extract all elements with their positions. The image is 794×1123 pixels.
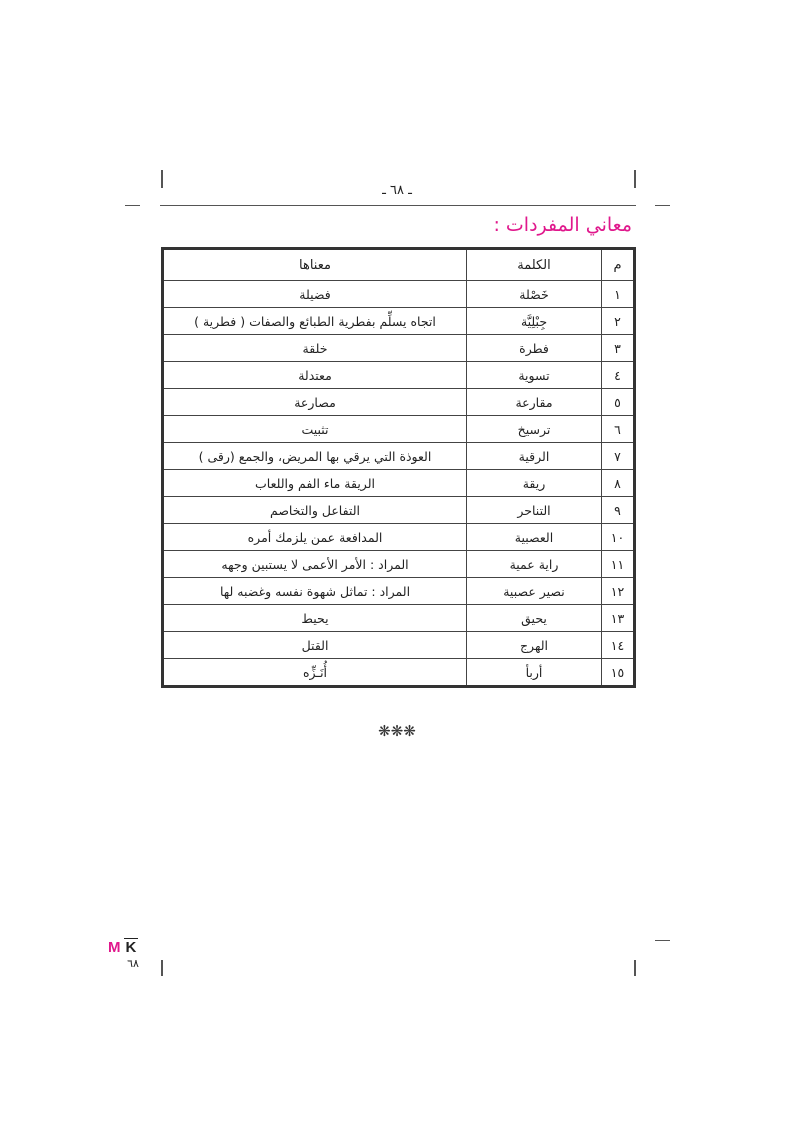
cell-num: ٨	[601, 469, 635, 497]
table-row: ١٥ أربأ أُنَـزِّه	[162, 658, 635, 687]
header-num: م	[601, 248, 635, 281]
header-meaning: معناها	[162, 248, 467, 281]
table-row: ٧ الرقية العوذة التي يرقي بها المريض، والج…	[162, 442, 635, 470]
cell-word: التناحر	[466, 496, 602, 524]
table-row: ١ خَصْلة فضيلة	[162, 280, 635, 308]
crop-mark-bottom-right-dash	[655, 940, 670, 941]
crop-mark-left-dash	[125, 205, 140, 206]
cell-num: ٢	[601, 307, 635, 335]
cell-word: العصبية	[466, 523, 602, 551]
cell-meaning: المدافعة عمن يلزمك أمره	[162, 523, 467, 551]
table-row: ١٢ نصير عصبية المراد : تماثل شهوة نفسه وغض…	[162, 577, 635, 605]
cell-word: جِبْلِيَّة	[466, 307, 602, 335]
table-row: ٦ ترسيخ تثبيت	[162, 415, 635, 443]
crop-mark-top-left	[161, 170, 163, 188]
crop-mark-top-right	[634, 170, 636, 188]
cell-word: مقارعة	[466, 388, 602, 416]
cell-word: تسوية	[466, 361, 602, 389]
cell-num: ١٠	[601, 523, 635, 551]
cell-num: ١٣	[601, 604, 635, 632]
cell-meaning: اتجاه يسلِّم بفطرية الطبائع والصفات ( فط…	[162, 307, 467, 335]
cell-meaning: فضيلة	[162, 280, 467, 308]
cell-word: نصير عصبية	[466, 577, 602, 605]
cell-word: أربأ	[466, 658, 602, 687]
header-rule	[160, 205, 636, 206]
table-row: ١٣ يحيق يحيط	[162, 604, 635, 632]
cell-word: راية عمية	[466, 550, 602, 578]
cell-word: الرقية	[466, 442, 602, 470]
logo-m: M	[108, 939, 121, 956]
cell-num: ١	[601, 280, 635, 308]
cell-meaning: المراد : تماثل شهوة نفسه وغضبه لها	[162, 577, 467, 605]
crop-mark-bottom-right	[634, 960, 636, 976]
cell-meaning: المراد : الأمر الأعمى لا يستبين وجهه	[162, 550, 467, 578]
cell-word: ريقة	[466, 469, 602, 497]
cell-num: ١٢	[601, 577, 635, 605]
footer-page-number: ٦٨	[127, 957, 139, 970]
table-row: ٤ تسوية معتدلة	[162, 361, 635, 389]
cell-word: ترسيخ	[466, 415, 602, 443]
table-row: ٢ جِبْلِيَّة اتجاه يسلِّم بفطرية الطبائع و…	[162, 307, 635, 335]
logo-k: K	[123, 938, 139, 956]
cell-num: ١١	[601, 550, 635, 578]
table-row: ١١ راية عمية المراد : الأمر الأعمى لا يستب…	[162, 550, 635, 578]
crop-mark-bottom-left	[161, 960, 163, 976]
cell-num: ٦	[601, 415, 635, 443]
cell-meaning: يحيط	[162, 604, 467, 632]
table-row: ٥ مقارعة مصارعة	[162, 388, 635, 416]
cell-meaning: القتل	[162, 631, 467, 659]
vocabulary-table: م الكلمة معناها ١ خَصْلة فضيلة ٢ جِبْلِيَّة ا…	[161, 247, 636, 688]
cell-word: الهرج	[466, 631, 602, 659]
table-row: ٣ فطرة خلقة	[162, 334, 635, 362]
cell-word: فطرة	[466, 334, 602, 362]
cell-meaning: مصارعة	[162, 388, 467, 416]
table-row: ١٤ الهرج القتل	[162, 631, 635, 659]
cell-num: ٣	[601, 334, 635, 362]
section-separator: ❋❋❋	[378, 722, 416, 740]
table-row: ١٠ العصبية المدافعة عمن يلزمك أمره	[162, 523, 635, 551]
cell-meaning: معتدلة	[162, 361, 467, 389]
cell-num: ٩	[601, 496, 635, 524]
cell-meaning: الريقة ماء الفم واللعاب	[162, 469, 467, 497]
table-row: ٨ ريقة الريقة ماء الفم واللعاب	[162, 469, 635, 497]
cell-num: ٤	[601, 361, 635, 389]
table-header-row: م الكلمة معناها	[162, 248, 635, 281]
cell-meaning: أُنَـزِّه	[162, 658, 467, 687]
page-number: ـ ٦٨ ـ	[382, 183, 412, 198]
cell-meaning: تثبيت	[162, 415, 467, 443]
cell-num: ٥	[601, 388, 635, 416]
table-row: ٩ التناحر التفاعل والتخاصم	[162, 496, 635, 524]
header-word: الكلمة	[466, 248, 602, 281]
cell-word: خَصْلة	[466, 280, 602, 308]
cell-meaning: خلقة	[162, 334, 467, 362]
cell-num: ١٤	[601, 631, 635, 659]
cell-meaning: العوذة التي يرقي بها المريض، والجمع (رقى…	[162, 442, 467, 470]
section-title: معاني المفردات :	[493, 214, 632, 236]
cell-word: يحيق	[466, 604, 602, 632]
cell-meaning: التفاعل والتخاصم	[162, 496, 467, 524]
cell-num: ٧	[601, 442, 635, 470]
crop-mark-right-dash	[655, 205, 670, 206]
cell-num: ١٥	[601, 658, 635, 687]
